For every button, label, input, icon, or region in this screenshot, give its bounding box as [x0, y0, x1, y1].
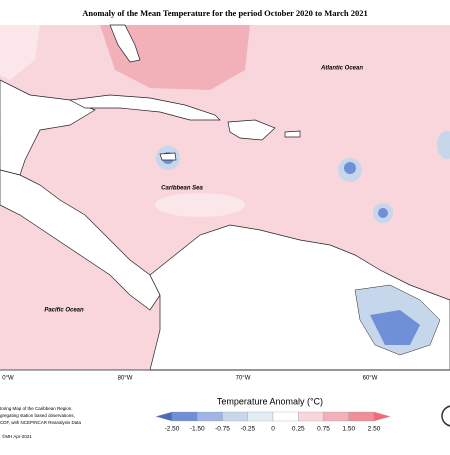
map-title: Anomaly of the Mean Temperature for the … — [82, 8, 368, 18]
footnote-line: toring Map of the Caribbean Region. — [0, 406, 73, 411]
light-area — [0, 25, 40, 80]
colorbar-segment — [298, 411, 324, 422]
florida — [109, 24, 141, 63]
colorbar-segment — [348, 411, 375, 422]
footnote: toring Map of the Caribbean Region. greg… — [0, 406, 82, 439]
cool-spot — [378, 208, 388, 218]
longitude-label: 80°W — [118, 376, 133, 382]
legend-title: Temperature Anomaly (°C) — [217, 396, 323, 406]
colorbar-segment — [222, 411, 248, 422]
colorbar-arrow — [155, 411, 173, 422]
colorbar-segment — [247, 411, 274, 422]
map: Atlantic Ocean Caribbean Sea Pacific Oce… — [0, 24, 450, 382]
cool-land — [370, 310, 420, 345]
sea-label: Caribbean Sea — [161, 186, 203, 192]
credit: ©MH Apr-2021 — [2, 433, 32, 439]
light-area — [155, 193, 245, 217]
legend-tick-label: 0.25 — [292, 426, 305, 433]
legend-tick-label: -0.25 — [240, 426, 255, 433]
footnote-line: gregating station based observations, — [0, 413, 75, 418]
ocean-label: Pacific Ocean — [44, 308, 84, 314]
ocean-label: Atlantic Ocean — [320, 66, 363, 72]
legend-tick-label: 0 — [271, 426, 275, 433]
legend-tick-label: -2.50 — [165, 426, 180, 433]
colorbar-arrow — [373, 411, 391, 422]
longitude-label: 0°W — [2, 376, 14, 382]
hispaniola — [227, 119, 276, 141]
legend-tick-label: -0.75 — [215, 426, 230, 433]
legend-tick-label: -1.50 — [190, 426, 205, 433]
legend-tick-label: 0.75 — [317, 426, 330, 433]
warm-area — [100, 25, 250, 90]
footnote-line: CDF, with NCEP/NCAR Reanalysis Data — [0, 420, 82, 425]
cuba — [68, 94, 221, 121]
logo — [441, 405, 450, 427]
puerto-rico — [284, 130, 301, 138]
legend-tick-label: 1.50 — [342, 426, 355, 433]
cool-spot — [437, 131, 450, 159]
longitude-label: 60°W — [363, 376, 378, 382]
longitude-label: 70°W — [236, 376, 251, 382]
colorbar-segment — [171, 411, 198, 422]
colorbar-segment — [197, 411, 223, 422]
jamaica — [159, 152, 177, 161]
legend: Temperature Anomaly (°C) -2.50 -1.50 -0.75… — [155, 396, 391, 433]
cool-spot — [344, 162, 356, 174]
legend-tick-label: 2.50 — [368, 426, 381, 433]
colorbar-segment — [272, 411, 299, 422]
colorbar-segment — [323, 411, 349, 422]
